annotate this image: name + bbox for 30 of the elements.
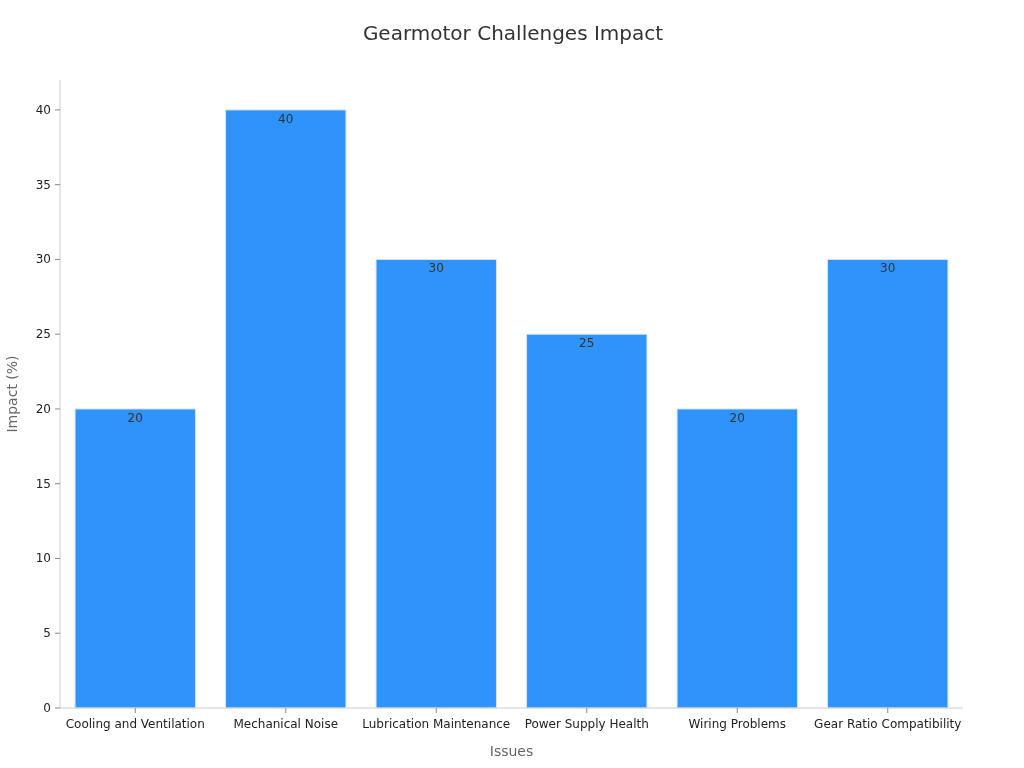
y-axis-title: Impact (%): [4, 355, 20, 433]
data-label: 40: [278, 111, 294, 126]
y-tick-label: 5: [43, 626, 51, 641]
bar: [375, 258, 497, 709]
x-tick-label: Lubrication Maintenance: [362, 717, 511, 731]
y-tick-label: 35: [35, 177, 51, 192]
y-tick-label: 25: [35, 327, 51, 342]
y-tick-label: 10: [35, 551, 51, 566]
bar: [526, 333, 648, 709]
x-tick-label: Cooling and Ventilation: [65, 717, 205, 731]
bar: [74, 408, 196, 709]
data-label: 20: [127, 410, 143, 425]
y-tick-label: 20: [35, 401, 51, 416]
chart-title: Gearmotor Challenges Impact: [362, 21, 664, 45]
bar: [225, 109, 347, 709]
data-label: 30: [880, 261, 896, 276]
bar: [827, 258, 949, 709]
data-label: 25: [579, 336, 595, 351]
x-tick-label: Power Supply Health: [524, 717, 649, 731]
x-axis-title: Issues: [489, 743, 534, 759]
x-tick-label: Wiring Problems: [688, 717, 787, 731]
y-tick-label: 15: [35, 476, 51, 491]
y-tick-label: 40: [35, 102, 51, 117]
x-tick-label: Mechanical Noise: [233, 717, 339, 731]
y-tick-label: 0: [43, 701, 51, 715]
bar: [676, 408, 798, 709]
data-label: 20: [729, 410, 745, 425]
x-tick-label: Gear Ratio Compatibility: [814, 717, 962, 731]
data-label: 30: [428, 261, 444, 276]
y-tick-label: 30: [35, 252, 51, 267]
